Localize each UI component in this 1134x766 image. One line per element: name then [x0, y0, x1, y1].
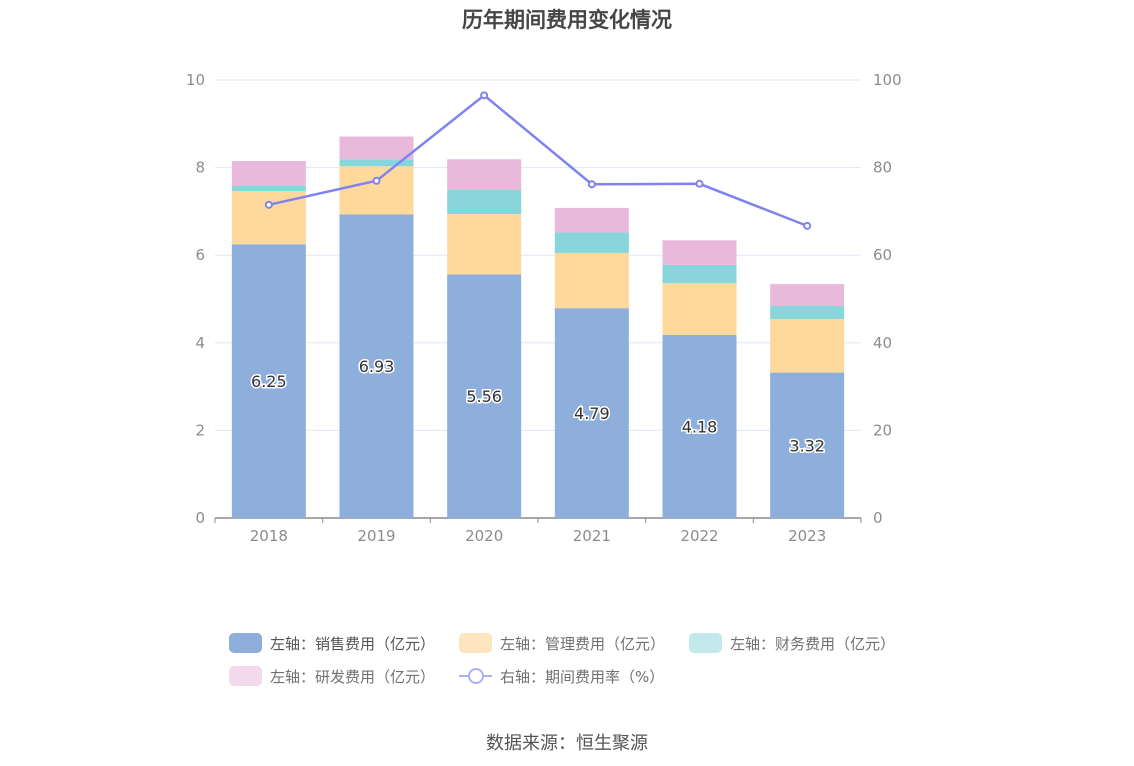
- y-right-tick-label: 40: [873, 334, 892, 352]
- bar-segment-3: [231, 161, 306, 186]
- legend-row: 左轴：研发费用（亿元） 右轴：期间费用率（%）: [229, 665, 929, 687]
- y-right-tick-label: 20: [873, 421, 892, 439]
- bar-data-label: 4.79: [574, 404, 610, 423]
- line-point: [264, 200, 273, 209]
- legend-label-rnd: 左轴：研发费用（亿元）: [270, 667, 436, 686]
- legend-label-finance: 左轴：财务费用（亿元）: [730, 634, 896, 653]
- legend-swatch-rnd: [229, 666, 262, 686]
- bar-segment-1: [447, 214, 522, 275]
- x-tick-label: 2022: [680, 527, 718, 545]
- line-series-0: [268, 93, 808, 228]
- legend: 左轴：销售费用（亿元） 左轴：管理费用（亿元） 左轴：财务费用（亿元） 左轴：研…: [229, 632, 929, 698]
- bar-segment-1: [662, 283, 737, 335]
- bar-segment-3: [554, 207, 629, 233]
- line-point: [372, 176, 381, 185]
- line-point: [803, 221, 812, 230]
- bar-data-label: 5.56: [466, 387, 502, 406]
- y-right-tick-label: 80: [873, 159, 892, 177]
- y-left-tick-label: 6: [195, 246, 205, 264]
- legend-row: 左轴：销售费用（亿元） 左轴：管理费用（亿元） 左轴：财务费用（亿元）: [229, 632, 929, 654]
- x-tick-label: 2020: [465, 527, 503, 545]
- bar-segment-0: [770, 372, 845, 518]
- y-right-tick-label: 0: [873, 509, 883, 527]
- bar-segment-3: [662, 240, 737, 265]
- bar-segment-1: [339, 166, 414, 215]
- legend-swatch-sales: [229, 633, 262, 653]
- bar-segment-2: [339, 159, 414, 167]
- bar-segment-2: [554, 232, 629, 254]
- legend-item-sales[interactable]: 左轴：销售费用（亿元）: [229, 633, 435, 654]
- bar-segment-0: [231, 244, 306, 518]
- x-tick-label: 2019: [357, 527, 395, 545]
- bar-segment-3: [339, 136, 414, 160]
- y-left-tick-label: 0: [195, 509, 205, 527]
- legend-item-admin[interactable]: 左轴：管理费用（亿元）: [459, 633, 665, 654]
- bar-segment-2: [770, 306, 845, 320]
- bar-segment-0: [447, 274, 522, 518]
- bar-data-label: 6.93: [359, 357, 395, 376]
- line-point: [587, 180, 596, 189]
- legend-item-rnd[interactable]: 左轴：研发费用（亿元）: [229, 666, 435, 687]
- bar-data-label: 3.32: [789, 436, 825, 455]
- data-source: 数据来源：恒生聚源: [486, 733, 648, 754]
- y-left-tick-label: 8: [195, 159, 205, 177]
- y-right-tick-label: 100: [873, 71, 902, 89]
- bar-segment-1: [554, 253, 629, 309]
- bar-data-label: 6.25: [251, 372, 287, 391]
- chart-title: 历年期间费用变化情况: [462, 8, 672, 32]
- y-left-tick-label: 2: [195, 421, 205, 439]
- bar-segment-2: [662, 264, 737, 284]
- legend-swatch-admin: [459, 633, 493, 653]
- legend-label-expense-ratio: 右轴：期间费用率（%）: [500, 667, 665, 686]
- legend-swatch-finance: [689, 633, 723, 653]
- chart-canvas: 024681002040608010020186.2520196.9320205…: [186, 71, 902, 545]
- line-point: [480, 91, 489, 100]
- y-left-tick-label: 4: [195, 334, 205, 352]
- y-right-tick-label: 60: [873, 246, 892, 264]
- bar-segment-1: [770, 319, 845, 373]
- x-tick-label: 2018: [250, 527, 288, 545]
- x-tick-label: 2021: [573, 527, 611, 545]
- y-left-tick-label: 10: [186, 71, 205, 89]
- bar-segment-3: [770, 284, 845, 307]
- bar-segment-0: [339, 214, 414, 518]
- x-tick-label: 2023: [788, 527, 826, 545]
- legend-item-expense-ratio[interactable]: 右轴：期间费用率（%）: [459, 666, 664, 687]
- legend-label-sales: 左轴：销售费用（亿元）: [270, 634, 436, 653]
- bar-segment-0: [662, 334, 737, 518]
- bar-segment-3: [447, 159, 522, 190]
- bar-segment-2: [231, 185, 306, 192]
- bar-data-label: 4.18: [682, 417, 718, 436]
- line-point: [695, 179, 704, 188]
- bar-segment-0: [554, 308, 629, 518]
- legend-swatch-expense-ratio: [459, 666, 493, 686]
- legend-label-admin: 左轴：管理费用（亿元）: [500, 634, 666, 653]
- bar-segment-2: [447, 189, 522, 215]
- legend-item-finance[interactable]: 左轴：财务费用（亿元）: [689, 633, 895, 654]
